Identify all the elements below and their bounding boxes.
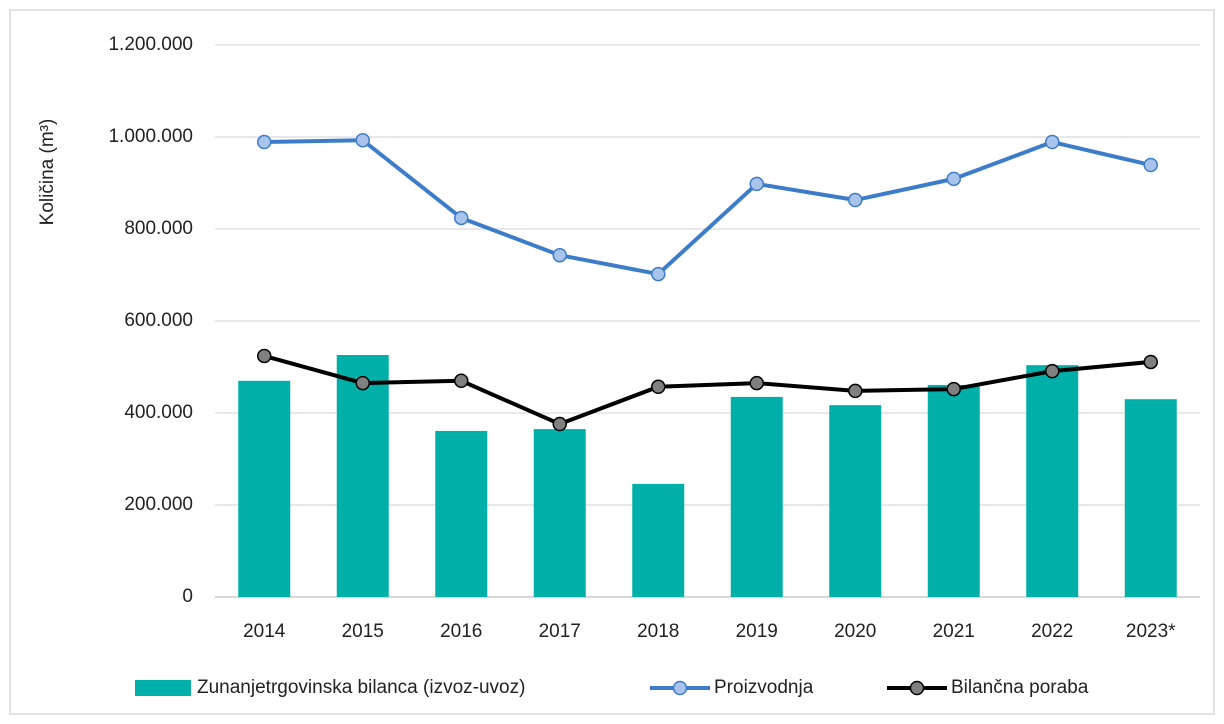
x-tick-label: 2014: [243, 621, 286, 642]
line-marker: [355, 132, 370, 148]
x-tick-label: 2016: [440, 621, 482, 642]
y-tick-label: 400.000: [124, 402, 193, 423]
x-tick-label: 2023*: [1126, 621, 1176, 642]
line-marker: [848, 383, 863, 399]
line-marker: [552, 416, 567, 432]
line-marker: [257, 134, 272, 150]
y-axis-label: Količina (m³): [37, 119, 58, 226]
y-tick-label: 600.000: [124, 310, 193, 331]
x-tick-label: 2021: [933, 621, 975, 642]
line-marker: [651, 379, 666, 395]
line-marker: [1045, 134, 1060, 150]
line: [264, 138, 1152, 277]
line-marker: [1045, 363, 1060, 379]
line-marker: [848, 192, 863, 208]
legend-marker: [909, 680, 925, 696]
line-marker: [1143, 354, 1158, 370]
bar: [336, 355, 389, 597]
x-tick-label: 2022: [1031, 621, 1073, 642]
chart-frame: [9, 9, 1215, 715]
line-marker: [454, 373, 469, 389]
line-marker: [946, 171, 961, 187]
line-marker: [946, 381, 961, 397]
x-tick-label: 2020: [834, 621, 876, 642]
x-tick-label: 2017: [539, 621, 581, 642]
bar: [632, 483, 685, 597]
y-tick-label: 0: [182, 586, 193, 607]
bar: [829, 405, 882, 597]
x-tick-label: 2019: [736, 621, 778, 642]
bar: [533, 429, 586, 597]
legend-label: Zunanjetrgovinska bilanca (izvoz-uvoz): [197, 677, 525, 698]
y-tick-label: 200.000: [124, 494, 193, 515]
x-tick-label: 2015: [342, 621, 384, 642]
legend-swatch: [135, 680, 191, 696]
legend-label: Bilančna poraba: [951, 677, 1089, 698]
bar: [927, 384, 980, 597]
line-marker: [749, 375, 764, 391]
legend-label: Proizvodnja: [714, 677, 814, 698]
legend-marker: [672, 680, 688, 696]
line-marker: [257, 348, 272, 364]
bar: [730, 396, 783, 597]
line-marker: [454, 210, 469, 226]
bar: [435, 430, 488, 597]
bar: [238, 380, 291, 597]
y-tick-label: 1.000.000: [108, 126, 193, 147]
line-marker: [552, 247, 567, 263]
line-marker: [651, 266, 666, 282]
y-tick-label: 800.000: [124, 218, 193, 239]
line-marker: [355, 375, 370, 391]
x-tick-label: 2018: [637, 621, 679, 642]
y-tick-label: 1.200.000: [108, 34, 193, 55]
line-marker: [749, 176, 764, 192]
line-marker: [1143, 157, 1158, 173]
line: [263, 354, 1151, 427]
bar: [1026, 365, 1079, 597]
bar: [1124, 399, 1177, 597]
